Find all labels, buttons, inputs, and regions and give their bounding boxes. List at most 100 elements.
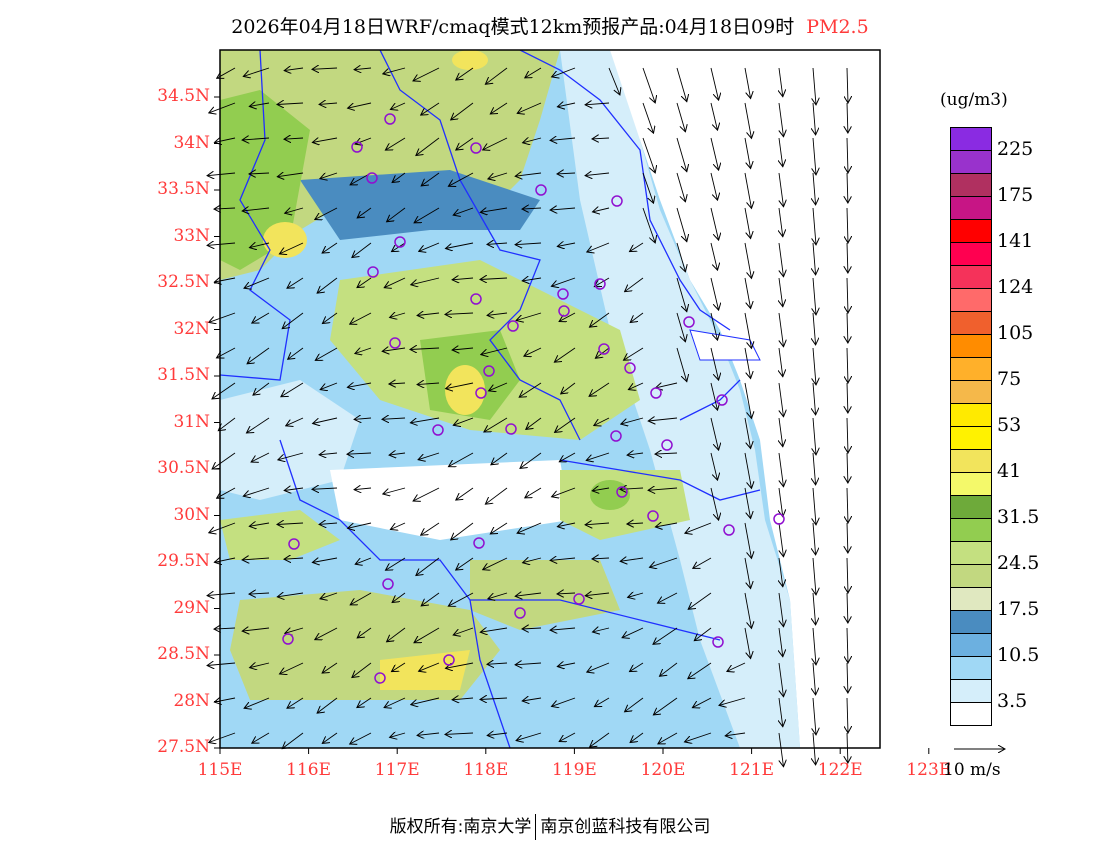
wind-arrow <box>710 102 718 130</box>
wind-arrow <box>585 523 610 525</box>
wind-arrow <box>252 732 270 743</box>
wind-arrow <box>487 243 508 244</box>
lat-label: 27.5N <box>157 737 210 757</box>
wind-arrow <box>620 488 644 489</box>
wind-arrow <box>847 417 848 453</box>
wind-arrow <box>744 172 752 208</box>
station-marker <box>650 387 662 399</box>
wind-arrow <box>277 173 304 177</box>
wind-arrow <box>648 488 678 490</box>
wind-arrow <box>487 313 508 315</box>
wind-arrow <box>710 67 719 100</box>
wind-arrow <box>744 102 752 138</box>
wind-arrow <box>847 627 848 663</box>
wind-arrow <box>621 417 644 424</box>
wind-arrow <box>593 628 610 632</box>
wind-arrow <box>355 557 372 564</box>
wind-arrow <box>448 592 474 606</box>
wind-arrow <box>813 102 816 135</box>
wind-arrow <box>744 487 751 519</box>
wind-arrow <box>242 628 270 631</box>
wind-arrow <box>487 733 508 736</box>
station-marker <box>443 654 455 666</box>
wind-arrow <box>585 593 610 596</box>
legend-color-box <box>951 197 991 220</box>
station-marker <box>661 439 673 451</box>
wind-arrow <box>252 312 270 323</box>
wind-arrow <box>456 137 474 150</box>
wind-arrow <box>813 207 816 245</box>
lat-label: 30.5N <box>157 458 210 478</box>
wind-arrow <box>386 557 406 570</box>
wind-arrow <box>207 243 236 245</box>
wind-arrow <box>522 698 542 701</box>
wind-arrow <box>847 697 848 733</box>
wind-arrow <box>481 347 508 355</box>
wind-arrow <box>847 522 848 553</box>
wind-arrow <box>778 382 784 417</box>
legend-label: 175 <box>997 184 1034 206</box>
station-marker <box>594 278 606 290</box>
wind-arrow <box>710 487 719 520</box>
wind-arrow <box>317 697 338 713</box>
wind-arrow <box>320 592 338 599</box>
wind-arrow <box>813 347 816 385</box>
legend-color-box <box>951 381 991 404</box>
legend-label: 17.5 <box>997 598 1040 620</box>
wind-arrow <box>710 382 718 410</box>
legend-color-box <box>951 335 991 358</box>
wind-arrow <box>710 452 718 480</box>
wind-arrow <box>813 67 816 105</box>
wind-arrow <box>214 628 236 629</box>
legend-label: 31.5 <box>997 506 1040 528</box>
station-marker <box>288 538 300 550</box>
wind-arrow <box>322 662 338 673</box>
wind-arrow <box>352 242 372 258</box>
lat-label: 30N <box>173 504 210 525</box>
wind-arrow <box>778 102 784 137</box>
wind-arrow <box>278 452 304 460</box>
wind-arrow <box>390 313 406 318</box>
wind-arrow <box>242 208 270 211</box>
station-marker <box>535 184 547 196</box>
wind-arrow <box>277 593 304 597</box>
wind-arrow <box>247 347 270 364</box>
wind-arrow <box>483 137 508 150</box>
wind-arrow <box>214 278 236 282</box>
station-marker <box>773 513 785 525</box>
wind-arrow <box>587 242 610 252</box>
wind-arrow <box>417 383 440 385</box>
wind-arrow <box>411 697 440 705</box>
wind-arrow <box>660 662 678 676</box>
station-marker <box>573 593 585 605</box>
legend-color-box <box>951 680 991 703</box>
wind-arrow <box>813 172 816 205</box>
wind-arrow <box>322 732 338 743</box>
wind-reference-arrow-icon <box>954 742 1009 756</box>
wind-arrow <box>847 382 848 413</box>
wind-arrow <box>557 593 576 594</box>
wind-arrow <box>483 557 508 570</box>
wind-arrow <box>445 313 474 314</box>
wind-arrow <box>212 452 236 469</box>
wind-arrow <box>319 103 338 104</box>
wind-arrow <box>692 697 712 708</box>
legend-color-box <box>951 542 991 565</box>
wind-arrow <box>209 732 236 743</box>
wind-arrow <box>676 277 687 312</box>
wind-arrow <box>744 347 751 379</box>
legend-label: 124 <box>997 276 1034 298</box>
wind-arrow <box>847 662 848 693</box>
wind-arrow <box>419 662 440 671</box>
wind-arrow <box>655 453 678 454</box>
wind-arrow <box>620 558 644 561</box>
wind-arrow <box>676 102 685 132</box>
wind-arrow <box>392 662 406 672</box>
wind-arrow <box>744 277 751 309</box>
wind-arrow <box>586 452 610 460</box>
lon-label: 116E <box>286 760 332 780</box>
station-marker <box>470 142 482 154</box>
wind-arrow <box>416 137 440 156</box>
wind-arrow <box>207 593 236 596</box>
